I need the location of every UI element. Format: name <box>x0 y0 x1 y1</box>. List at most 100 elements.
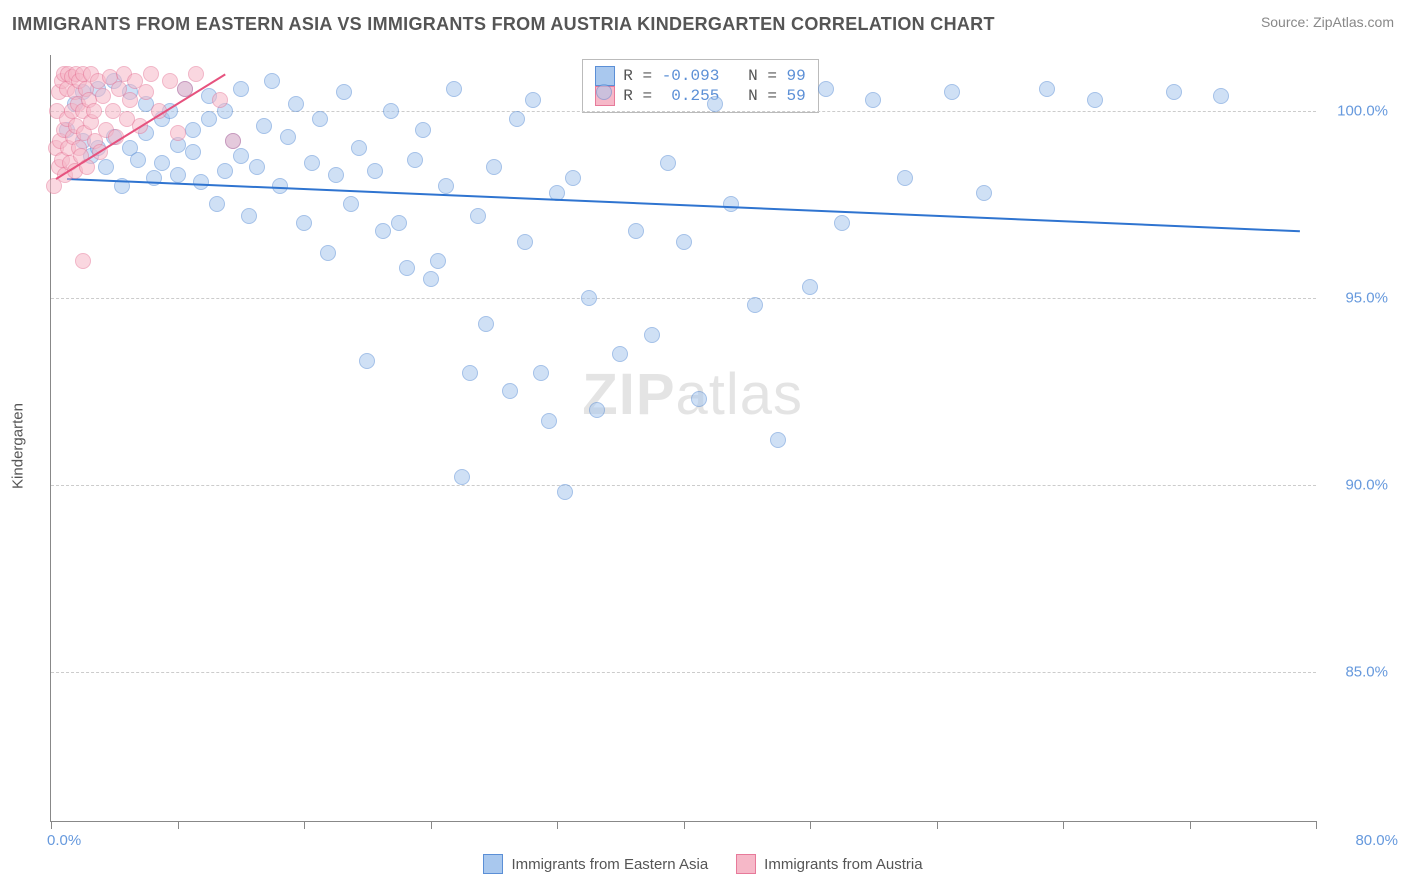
data-point <box>249 159 265 175</box>
data-point <box>1087 92 1103 108</box>
x-tick <box>937 821 938 829</box>
data-point <box>209 196 225 212</box>
x-tick <box>178 821 179 829</box>
data-point <box>193 174 209 190</box>
series-legend: Immigrants from Eastern Asia Immigrants f… <box>0 854 1406 874</box>
data-point <box>533 365 549 381</box>
data-point <box>691 391 707 407</box>
x-tick <box>810 821 811 829</box>
data-point <box>170 167 186 183</box>
data-point <box>865 92 881 108</box>
legend-stat-text: R = -0.093 N = 99 <box>623 67 805 85</box>
data-point <box>557 484 573 500</box>
data-point <box>509 111 525 127</box>
data-point <box>660 155 676 171</box>
data-point <box>589 402 605 418</box>
data-point <box>976 185 992 201</box>
data-point <box>1213 88 1229 104</box>
data-point <box>415 122 431 138</box>
gridline <box>51 111 1316 112</box>
data-point <box>644 327 660 343</box>
data-point <box>264 73 280 89</box>
data-point <box>628 223 644 239</box>
data-point <box>201 111 217 127</box>
data-point <box>446 81 462 97</box>
data-point <box>502 383 518 399</box>
data-point <box>185 144 201 160</box>
data-point <box>454 469 470 485</box>
data-point <box>407 152 423 168</box>
data-point <box>707 96 723 112</box>
legend-swatch <box>736 854 756 874</box>
data-point <box>143 66 159 82</box>
data-point <box>525 92 541 108</box>
legend-swatch <box>483 854 503 874</box>
y-tick-label: 90.0% <box>1328 476 1388 493</box>
data-point <box>343 196 359 212</box>
legend-stat-row: R = 0.255 N = 59 <box>595 86 805 106</box>
x-tick <box>51 821 52 829</box>
data-point <box>430 253 446 269</box>
data-point <box>304 155 320 171</box>
data-point <box>320 245 336 261</box>
data-point <box>188 66 204 82</box>
scatter-plot-area: ZIPatlas R = -0.093 N = 99R = 0.255 N = … <box>50 55 1316 822</box>
x-tick <box>1063 821 1064 829</box>
data-point <box>391 215 407 231</box>
data-point <box>612 346 628 362</box>
data-point <box>802 279 818 295</box>
data-point <box>296 215 312 231</box>
data-point <box>122 92 138 108</box>
data-point <box>438 178 454 194</box>
gridline <box>51 485 1316 486</box>
data-point <box>375 223 391 239</box>
data-point <box>272 178 288 194</box>
data-point <box>747 297 763 313</box>
data-point <box>351 140 367 156</box>
data-point <box>225 133 241 149</box>
data-point <box>478 316 494 332</box>
y-tick-label: 95.0% <box>1328 289 1388 306</box>
data-point <box>280 129 296 145</box>
x-tick <box>1190 821 1191 829</box>
data-point <box>423 271 439 287</box>
data-point <box>185 122 201 138</box>
data-point <box>130 152 146 168</box>
data-point <box>596 84 612 100</box>
data-point <box>581 290 597 306</box>
data-point <box>86 103 102 119</box>
data-point <box>818 81 834 97</box>
data-point <box>541 413 557 429</box>
x-tick <box>684 821 685 829</box>
x-tick-label-end: 80.0% <box>1355 832 1398 849</box>
chart-title: IMMIGRANTS FROM EASTERN ASIA VS IMMIGRAN… <box>12 14 995 35</box>
data-point <box>241 208 257 224</box>
data-point <box>462 365 478 381</box>
x-tick <box>557 821 558 829</box>
data-point <box>312 111 328 127</box>
data-point <box>233 81 249 97</box>
data-point <box>1039 81 1055 97</box>
data-point <box>328 167 344 183</box>
y-tick-label: 100.0% <box>1328 103 1388 120</box>
gridline <box>51 672 1316 673</box>
data-point <box>359 353 375 369</box>
legend-swatch <box>595 66 615 86</box>
data-point <box>486 159 502 175</box>
data-point <box>834 215 850 231</box>
data-point <box>1166 84 1182 100</box>
data-point <box>723 196 739 212</box>
data-point <box>944 84 960 100</box>
data-point <box>95 88 111 104</box>
data-point <box>288 96 304 112</box>
data-point <box>336 84 352 100</box>
legend-item: Immigrants from Eastern Asia <box>483 854 708 874</box>
data-point <box>517 234 533 250</box>
data-point <box>565 170 581 186</box>
x-tick <box>1316 821 1317 829</box>
legend-label: Immigrants from Austria <box>764 856 922 873</box>
data-point <box>138 84 154 100</box>
data-point <box>256 118 272 134</box>
data-point <box>233 148 249 164</box>
source-attribution: Source: ZipAtlas.com <box>1261 14 1394 30</box>
